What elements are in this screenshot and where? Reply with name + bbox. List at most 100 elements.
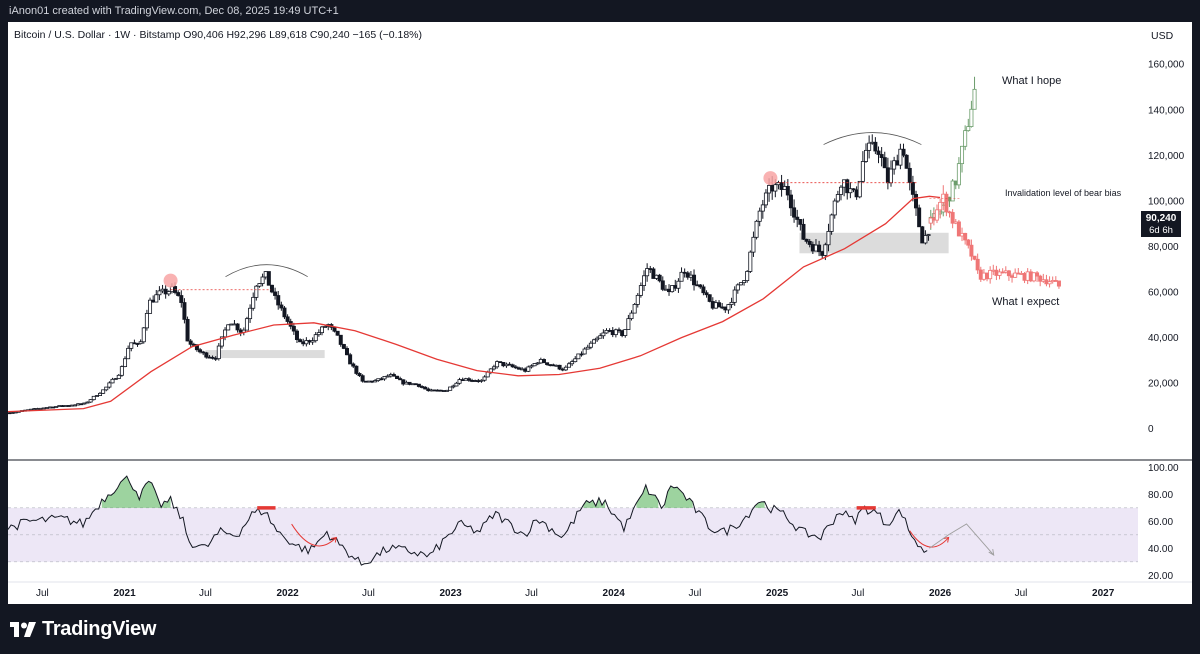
candle-body bbox=[551, 364, 556, 367]
candle-body bbox=[507, 363, 512, 366]
support-zones bbox=[205, 232, 949, 359]
expect-candle-body bbox=[1022, 273, 1027, 281]
hope-candle-body bbox=[972, 88, 977, 110]
candle-body bbox=[332, 326, 337, 332]
candle-body bbox=[32, 408, 37, 410]
expect-candle-body bbox=[1031, 272, 1036, 282]
expect-candle-body bbox=[1016, 272, 1021, 275]
candle-body bbox=[588, 342, 593, 348]
candle-body bbox=[432, 389, 437, 392]
candle-body bbox=[445, 389, 450, 392]
candle-body bbox=[207, 356, 212, 359]
expect-candle-body bbox=[988, 270, 993, 280]
candle-body bbox=[516, 367, 521, 370]
candle-body bbox=[617, 329, 622, 332]
candle-body bbox=[923, 235, 928, 244]
candle-body bbox=[757, 210, 762, 222]
candle-body bbox=[126, 347, 131, 360]
candle-body bbox=[685, 272, 690, 278]
candle-body bbox=[373, 380, 378, 383]
expect-label: What I expect bbox=[992, 296, 1059, 308]
tradingview-logo[interactable]: TradingView bbox=[10, 618, 156, 641]
candle-body bbox=[113, 378, 118, 381]
candle-body bbox=[148, 299, 153, 314]
candle-body bbox=[873, 141, 878, 152]
candle-body bbox=[179, 295, 184, 303]
candle-body bbox=[176, 292, 181, 296]
expect-candle-body bbox=[1056, 280, 1061, 287]
ma-line bbox=[7, 195, 941, 413]
candle-body bbox=[316, 332, 321, 336]
candle-body bbox=[538, 359, 543, 364]
price-tick-label: 40,000 bbox=[1148, 333, 1179, 344]
candle-body bbox=[132, 342, 137, 345]
time-tick-label: Jul bbox=[689, 588, 702, 599]
candle-body bbox=[66, 405, 71, 407]
candle-body bbox=[232, 323, 237, 326]
candle-body bbox=[291, 325, 296, 332]
candle-body bbox=[379, 378, 384, 381]
candle-body bbox=[895, 160, 900, 166]
candle-body bbox=[848, 188, 853, 194]
hope-candle-body bbox=[956, 163, 961, 186]
candle-body bbox=[366, 380, 371, 383]
moving-average bbox=[7, 195, 941, 413]
candle-body bbox=[779, 182, 784, 190]
rsi-tick-label: 60.00 bbox=[1148, 517, 1173, 528]
last-price-tag: 90,240 6d 6h bbox=[1141, 211, 1181, 237]
expect-candle-body bbox=[1003, 270, 1008, 273]
rsi-arrowhead bbox=[331, 536, 337, 543]
bar-countdown: 6d 6h bbox=[1149, 225, 1173, 236]
price-candles bbox=[7, 134, 931, 415]
candle-body bbox=[470, 380, 475, 382]
candle-body bbox=[585, 346, 590, 350]
candle-body bbox=[82, 402, 87, 405]
candle-body bbox=[466, 378, 471, 381]
candle-body bbox=[879, 154, 884, 158]
candle-body bbox=[254, 285, 259, 298]
top-marker bbox=[763, 171, 778, 186]
candle-body bbox=[238, 329, 243, 333]
time-tick-label: Jul bbox=[1015, 588, 1028, 599]
price-tick-label: 100,000 bbox=[1148, 196, 1185, 207]
expect-candle-body bbox=[1044, 279, 1049, 285]
candle-body bbox=[344, 348, 349, 356]
candle-body bbox=[110, 378, 115, 384]
expect-candle-body bbox=[1010, 275, 1015, 278]
candle-body bbox=[348, 354, 353, 365]
candle-body bbox=[792, 207, 797, 218]
candle-body bbox=[423, 386, 428, 390]
candle-body bbox=[138, 341, 143, 345]
credit-text: iAnon01 created with TradingView.com, De… bbox=[9, 5, 339, 17]
expect-candle-body bbox=[1025, 271, 1030, 281]
symbol-legend: Bitcoin / U.S. Dollar · 1W · Bitstamp O9… bbox=[14, 29, 422, 41]
candle-body bbox=[44, 407, 49, 409]
candle-body bbox=[91, 395, 96, 401]
candle-body bbox=[563, 366, 568, 371]
tradingview-icon bbox=[10, 622, 36, 637]
candle-body bbox=[185, 318, 190, 342]
chart-svg[interactable]: 0 20,000 40,000 60,000 80,000 100,000 120,000 1… bbox=[7, 22, 1192, 604]
hope-candle-body bbox=[953, 180, 958, 186]
candle-body bbox=[88, 399, 93, 403]
expect-candle-body bbox=[931, 217, 936, 221]
rsi-tick-label: 100.00 bbox=[1148, 463, 1179, 474]
expect-candle-body bbox=[966, 239, 971, 246]
candle-body bbox=[648, 268, 653, 270]
brand-name: TradingView bbox=[42, 618, 157, 640]
expect-candle-body bbox=[1050, 280, 1055, 283]
candle-body bbox=[410, 383, 415, 386]
candle-body bbox=[426, 388, 431, 391]
candle-body bbox=[707, 294, 712, 302]
candle-body bbox=[335, 330, 340, 336]
arc bbox=[823, 132, 922, 145]
price-tick-label: 160,000 bbox=[1148, 60, 1185, 71]
expect-candle-body bbox=[963, 232, 968, 241]
expect-candle-body bbox=[975, 258, 980, 271]
candle-body bbox=[785, 186, 790, 196]
candle-body bbox=[557, 364, 562, 370]
chart-panel[interactable]: 0 20,000 40,000 60,000 80,000 100,000 120,000 1… bbox=[7, 22, 1192, 604]
candle-body bbox=[701, 286, 706, 294]
rsi-curved-arrow bbox=[291, 523, 337, 547]
candle-body bbox=[57, 405, 62, 407]
